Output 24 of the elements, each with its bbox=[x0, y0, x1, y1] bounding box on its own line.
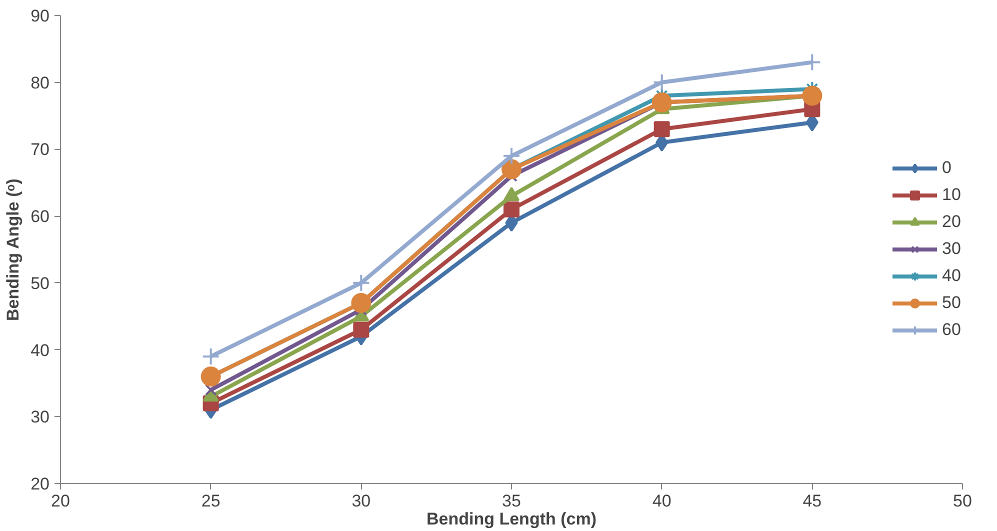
x-tick-label: 40 bbox=[652, 492, 672, 510]
y-tick-label: 80 bbox=[30, 73, 50, 92]
x-axis-title: Bending Length (cm) bbox=[426, 510, 596, 528]
legend-label: 0 bbox=[942, 158, 952, 178]
legend-label: 30 bbox=[942, 239, 962, 259]
y-tick-label: 60 bbox=[30, 207, 50, 226]
legend-label: 50 bbox=[942, 293, 962, 313]
x-tick-label: 45 bbox=[802, 492, 822, 510]
legend-label: 60 bbox=[942, 320, 962, 340]
y-tick-label: 20 bbox=[30, 474, 50, 494]
x-tick-label: 20 bbox=[51, 492, 70, 510]
legend-label: 20 bbox=[942, 212, 962, 232]
y-axis-title: Bending Angle (ᵒ) bbox=[4, 178, 23, 321]
x-tick-label: 50 bbox=[953, 492, 972, 510]
y-tick-label: 70 bbox=[30, 140, 50, 160]
x-tick-label: 25 bbox=[201, 492, 220, 510]
legend-label: 10 bbox=[942, 185, 962, 205]
y-tick-label: 40 bbox=[30, 340, 50, 360]
x-tick-label: 35 bbox=[502, 492, 521, 510]
x-tick-label: 30 bbox=[352, 492, 371, 510]
legend-label: 40 bbox=[942, 266, 962, 286]
y-tick-label: 90 bbox=[30, 6, 50, 26]
y-tick-label: 50 bbox=[30, 274, 50, 293]
y-tick-label: 30 bbox=[30, 408, 50, 427]
